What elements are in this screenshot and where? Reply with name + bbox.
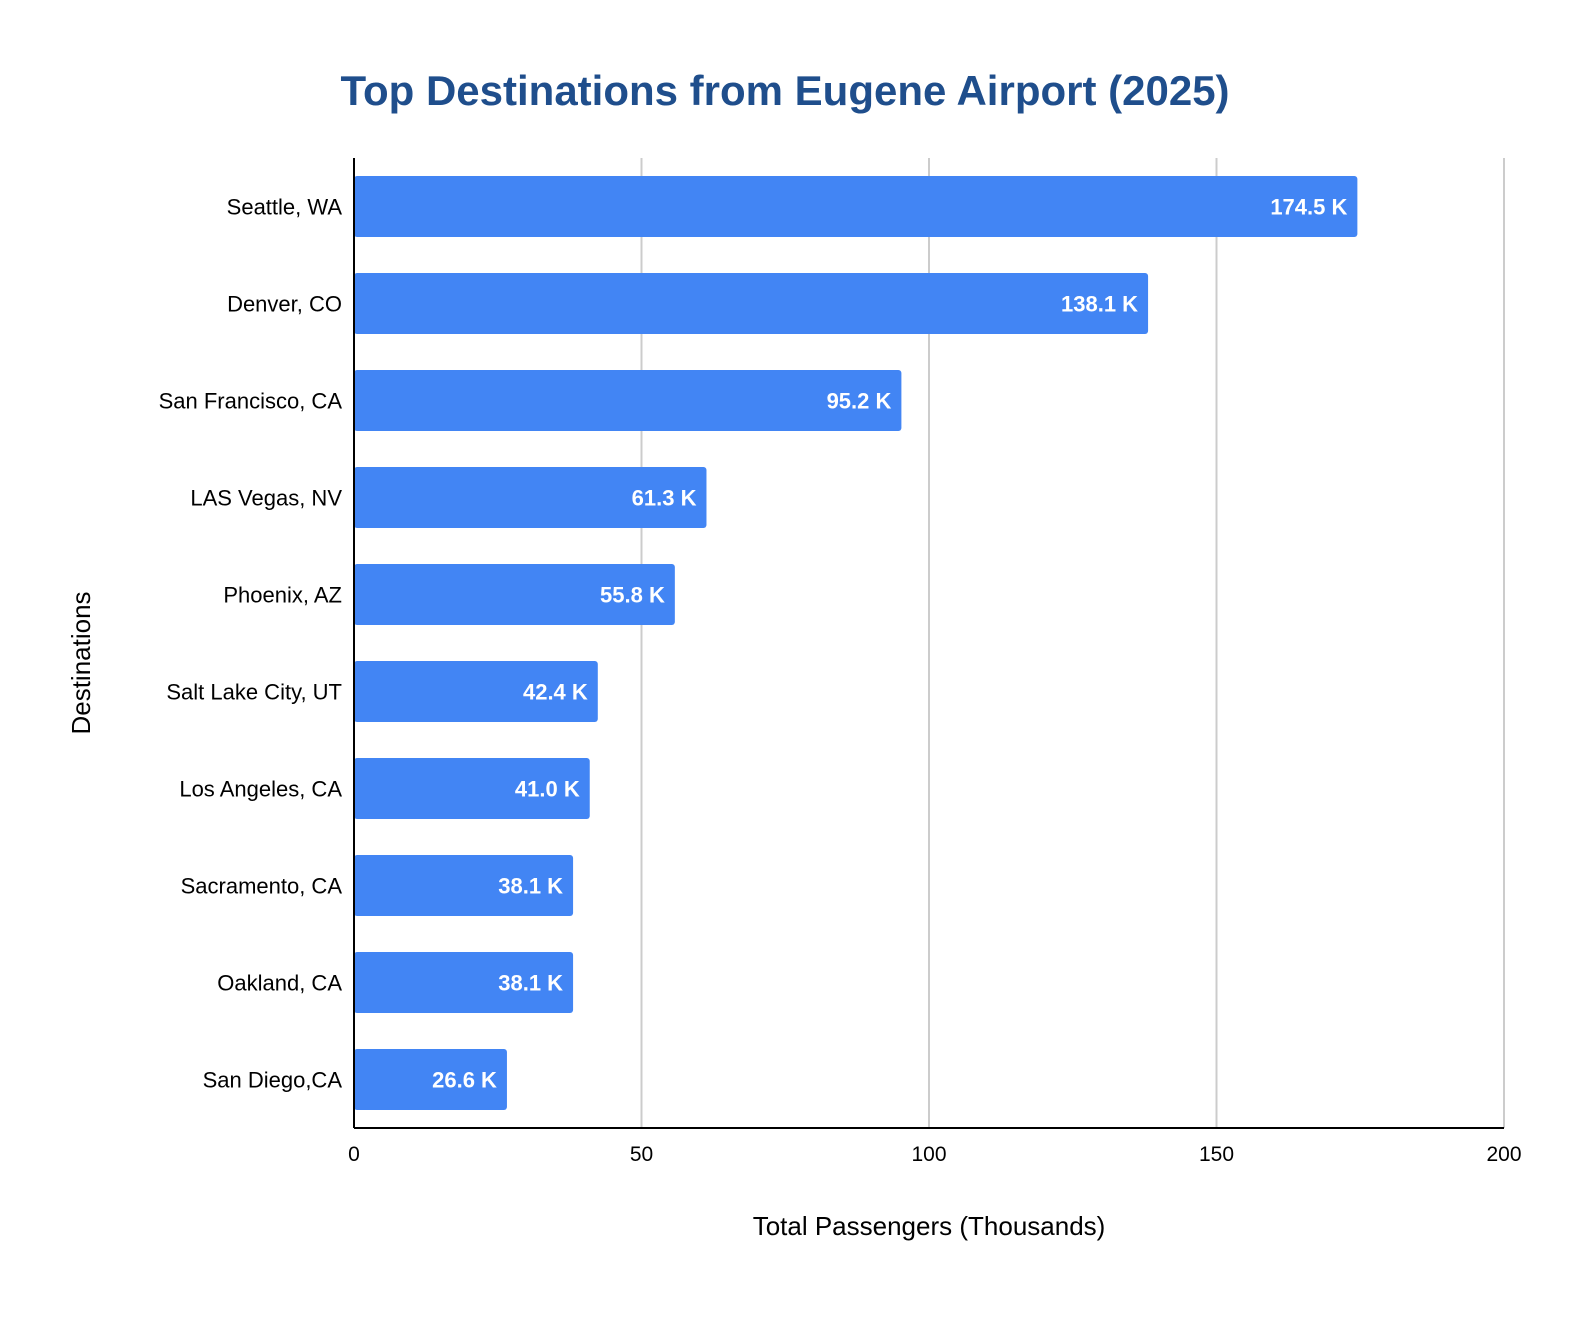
category-label: Phoenix, AZ <box>223 583 342 608</box>
data-label: 41.0 K <box>515 777 580 802</box>
bars: 174.5 K 138.1 K 95.2 K 61.3 K 55.8 K 42.4 K 41… <box>354 176 1358 1110</box>
category-label: Denver, CO <box>227 292 342 317</box>
data-label: 38.1 K <box>498 874 563 899</box>
bar <box>354 176 1358 237</box>
data-label: 61.3 K <box>632 486 697 511</box>
category-label: Salt Lake City, UT <box>166 680 342 705</box>
bar <box>354 564 675 625</box>
x-tick-label: 0 <box>348 1143 360 1166</box>
x-axis-title: Total Passengers (Thousands) <box>753 1211 1106 1241</box>
category-label: LAS Vegas, NV <box>190 486 342 511</box>
bar <box>354 370 902 431</box>
data-label: 174.5 K <box>1270 195 1347 220</box>
category-label: Oakland, CA <box>217 971 342 996</box>
category-label: Seattle, WA <box>227 195 343 220</box>
category-label: Los Angeles, CA <box>179 777 342 802</box>
x-tick-label: 50 <box>630 1143 653 1166</box>
data-label: 42.4 K <box>523 680 588 705</box>
data-label: 26.6 K <box>432 1068 497 1093</box>
bar <box>354 1049 507 1110</box>
data-label: 55.8 K <box>600 583 665 608</box>
axes: 0 50 100 150 200 Seattle, WA Denver, CO San Fra… <box>159 158 1522 1166</box>
x-tick-label: 200 <box>1486 1143 1521 1166</box>
x-tick-label: 150 <box>1199 1143 1234 1166</box>
bar <box>354 952 574 1013</box>
bar <box>354 758 590 819</box>
data-label: 138.1 K <box>1061 292 1138 317</box>
data-label: 95.2 K <box>827 389 892 414</box>
category-label: Sacramento, CA <box>181 874 343 899</box>
bar <box>354 467 707 528</box>
x-tick-label: 100 <box>911 1143 946 1166</box>
category-label: San Francisco, CA <box>159 389 343 414</box>
category-label: San Diego,CA <box>203 1068 343 1093</box>
bar <box>354 855 574 916</box>
y-axis-title: Destinations <box>66 591 96 734</box>
bar <box>354 661 598 722</box>
data-label: 38.1 K <box>498 971 563 996</box>
chart-title: Top Destinations from Eugene Airport (20… <box>340 67 1229 114</box>
bar <box>354 273 1149 334</box>
